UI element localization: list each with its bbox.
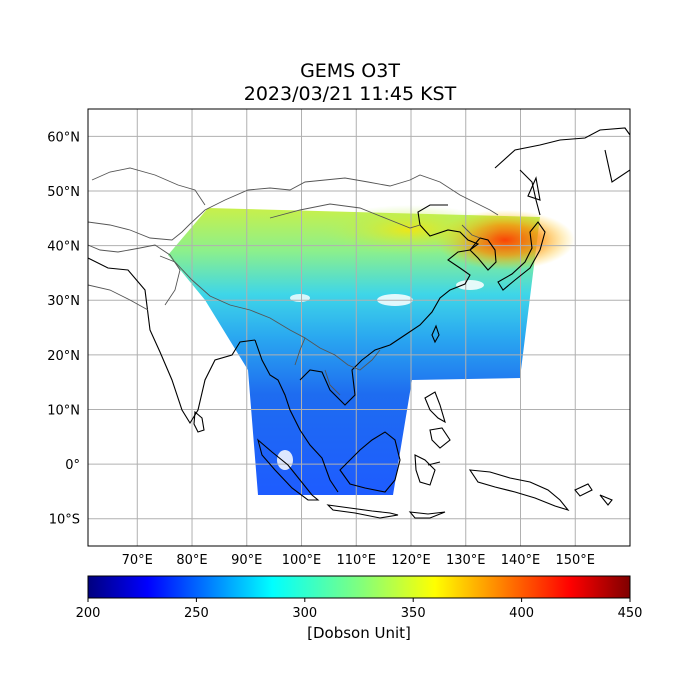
sri-lanka: [193, 410, 205, 433]
border-mainland-sea: [304, 337, 381, 396]
lat-tick-label: 50°N: [47, 185, 80, 200]
cloud-gap-4: [277, 450, 293, 470]
lon-tick-label: 150°E: [555, 553, 595, 568]
lon-tick-label: 70°E: [122, 553, 153, 568]
colorbar-ticks: 200 250 300 350 400 450: [76, 598, 643, 621]
lat-tick-label: 60°N: [47, 130, 80, 145]
cloud-gap-2: [456, 280, 484, 290]
java: [326, 504, 399, 519]
colorbar-tick-label: 400: [509, 606, 534, 621]
map-subtitle: 2023/03/21 11:45 KST: [243, 83, 457, 105]
india-coast: [88, 257, 256, 425]
southeast-asia-coast: [254, 339, 391, 493]
colorbar-label: [Dobson Unit]: [307, 624, 411, 642]
colorbar-tick-label: 350: [401, 606, 426, 621]
border-north: [88, 174, 499, 241]
ozone-moderate-region: [320, 205, 500, 255]
china-coast: [389, 204, 480, 346]
lon-tick-label: 120°E: [391, 553, 431, 568]
map-frame: [87, 108, 631, 547]
map-title: GEMS O3T: [300, 60, 400, 82]
border-west: [88, 167, 206, 311]
colorbar-tick-label: 200: [76, 606, 101, 621]
coastlines: [88, 127, 630, 519]
lat-tick-label: 30°N: [47, 294, 80, 309]
sumatra: [257, 438, 320, 501]
country-borders: [88, 167, 499, 396]
lon-tick-label: 80°E: [176, 553, 207, 568]
longitude-tick-labels: 70°E 80°E 90°E 100°E 110°E 120°E 130°E 140°E 150…: [122, 553, 595, 568]
colorbar: [87, 575, 631, 599]
colorbar-tick-label: 450: [618, 606, 643, 621]
lon-tick-label: 130°E: [446, 553, 486, 568]
philippines: [424, 391, 451, 449]
lon-tick-label: 100°E: [282, 553, 322, 568]
graticule: [88, 109, 630, 546]
border-mongolia: [269, 203, 421, 229]
border-korea: [461, 224, 481, 239]
new-guinea: [468, 469, 570, 512]
lat-tick-label: 20°N: [47, 349, 80, 364]
colorbar-tick-label: 300: [292, 606, 317, 621]
sulawesi: [414, 454, 441, 486]
lon-tick-label: 140°E: [501, 553, 541, 568]
taiwan: [431, 324, 440, 344]
ozone-swath-field: [168, 208, 540, 495]
lat-tick-label: 10°S: [49, 513, 80, 528]
lat-tick-label: 10°N: [47, 403, 80, 418]
lon-tick-label: 110°E: [336, 553, 376, 568]
east-timor-islands: [408, 483, 613, 519]
korea-coast: [469, 237, 497, 271]
japan: [497, 176, 546, 291]
cloud-gap-3: [290, 294, 310, 302]
russia-coast: [494, 127, 630, 216]
border-himalaya: [159, 255, 306, 366]
colorbar-tick-label: 250: [184, 606, 209, 621]
lon-tick-label: 90°E: [231, 553, 262, 568]
lat-tick-label: 40°N: [47, 240, 80, 255]
latitude-tick-labels: 60°N 50°N 40°N 30°N 20°N 10°N 0° 10°S: [47, 130, 80, 527]
borneo: [339, 431, 401, 493]
lat-tick-label: 0°: [65, 458, 80, 473]
